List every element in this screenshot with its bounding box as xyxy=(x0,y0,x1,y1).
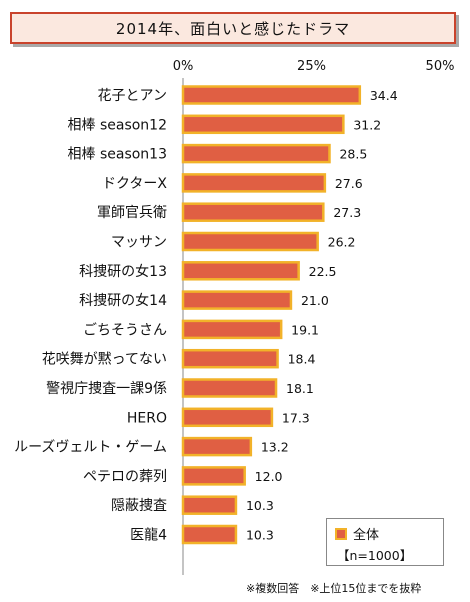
legend-series-label: 全体 xyxy=(353,528,380,543)
bar xyxy=(181,231,319,252)
bar xyxy=(181,378,278,398)
category-label: マッサン xyxy=(111,235,167,251)
category-label: ペテロの葬列 xyxy=(83,469,167,485)
category-label: ドクターX xyxy=(102,176,167,192)
x-tick-label: 50% xyxy=(426,59,455,74)
category-label: 科捜研の女13 xyxy=(79,263,167,280)
x-tick-label: 25% xyxy=(297,59,326,74)
data-label: 27.3 xyxy=(333,205,361,220)
bar xyxy=(181,466,246,486)
data-label: 18.4 xyxy=(288,352,316,367)
x-tick-label: 0% xyxy=(173,59,194,74)
data-label: 12.0 xyxy=(255,469,283,484)
bar xyxy=(181,114,345,135)
bar xyxy=(181,319,283,340)
category-label: 相棒 season12 xyxy=(68,117,167,133)
data-label: 21.0 xyxy=(301,293,329,308)
category-label: 隠蔽捜査 xyxy=(111,498,167,514)
data-label: 28.5 xyxy=(339,147,367,162)
bar xyxy=(181,85,362,105)
data-label: 18.1 xyxy=(286,381,314,396)
data-label: 34.4 xyxy=(370,88,398,103)
data-label: 10.3 xyxy=(246,498,274,513)
data-label: 13.2 xyxy=(261,440,289,455)
bar xyxy=(181,202,325,222)
bar xyxy=(181,261,300,281)
bar xyxy=(181,348,279,369)
footnote: ※複数回答 ※上位15位までを抜粋 xyxy=(246,582,422,595)
data-label: 27.6 xyxy=(335,176,363,191)
data-label: 17.3 xyxy=(282,410,310,425)
data-label: 26.2 xyxy=(328,235,356,250)
category-label: 医龍4 xyxy=(130,527,167,544)
legend-sample-size: 【n=1000】 xyxy=(337,548,413,563)
category-label: 軍師官兵衛 xyxy=(97,205,167,221)
data-label: 10.3 xyxy=(246,528,274,543)
legend: 全体 【n=1000】 xyxy=(326,518,444,566)
bar xyxy=(181,173,327,193)
bar xyxy=(181,143,331,164)
data-label: 22.5 xyxy=(309,264,337,279)
category-label: 相棒 season13 xyxy=(68,147,167,163)
bar xyxy=(181,290,293,310)
bar xyxy=(181,524,238,545)
category-label: 花子とアン xyxy=(98,88,167,104)
data-label: 31.2 xyxy=(353,117,381,132)
category-label: 花咲舞が黙ってない xyxy=(42,352,167,368)
legend-swatch xyxy=(335,528,347,540)
category-label: HERO xyxy=(127,410,167,426)
category-label: ルーズヴェルト・ゲーム xyxy=(14,439,167,456)
bar xyxy=(181,495,238,515)
category-label: ごちそうさん xyxy=(83,322,167,338)
data-label: 19.1 xyxy=(291,322,319,337)
category-label: 科捜研の女14 xyxy=(79,292,167,309)
bar xyxy=(181,436,253,457)
chart-title: 2014年、面白いと感じたドラマ xyxy=(10,12,456,44)
category-label: 警視庁捜査一課9係 xyxy=(46,381,167,397)
bar xyxy=(181,407,274,428)
